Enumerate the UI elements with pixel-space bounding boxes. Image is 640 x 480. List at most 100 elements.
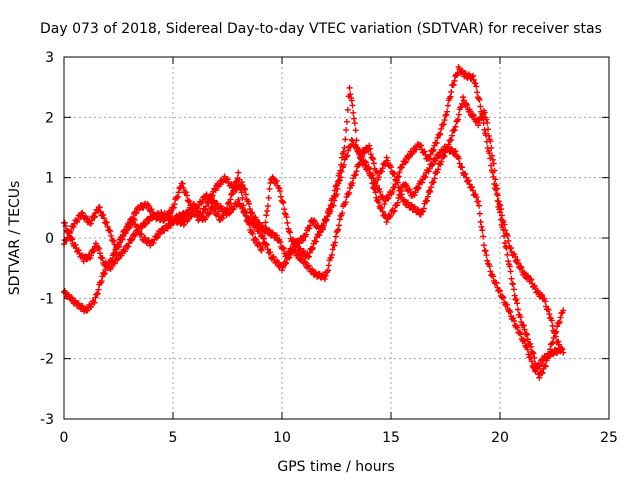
data-point-marker xyxy=(406,186,413,193)
data-point-marker xyxy=(281,210,288,217)
data-point-marker xyxy=(154,233,161,240)
y-tick-label: 0 xyxy=(45,231,54,247)
data-point-marker xyxy=(473,83,480,90)
data-point-marker xyxy=(427,151,434,158)
data-point-marker xyxy=(227,196,234,203)
data-point-marker xyxy=(72,241,79,248)
y-tick-label: 3 xyxy=(45,50,54,66)
data-point-marker xyxy=(558,345,565,352)
data-point-marker xyxy=(437,130,444,137)
data-point-marker xyxy=(520,337,527,344)
data-point-marker xyxy=(414,185,421,192)
data-point-marker xyxy=(408,201,415,208)
y-tick-label: 1 xyxy=(45,171,54,187)
data-point-marker xyxy=(481,109,488,116)
data-point-marker xyxy=(536,374,543,381)
data-point-marker xyxy=(436,132,443,139)
data-point-marker xyxy=(163,215,170,222)
data-point-marker xyxy=(349,102,356,109)
data-point-marker xyxy=(556,341,563,348)
data-point-marker xyxy=(153,235,160,242)
data-point-marker xyxy=(263,212,270,219)
data-point-marker xyxy=(101,271,108,278)
data-point-marker xyxy=(235,169,242,176)
data-point-marker xyxy=(548,340,555,347)
data-point-marker xyxy=(145,202,152,209)
data-point-marker xyxy=(285,251,292,258)
data-point-marker xyxy=(514,257,521,264)
data-point-marker xyxy=(376,185,383,192)
data-point-marker xyxy=(338,168,345,175)
data-point-marker xyxy=(226,210,233,217)
data-point-marker xyxy=(515,260,522,267)
data-point-marker xyxy=(501,221,508,228)
data-point-marker xyxy=(485,132,492,139)
data-point-marker xyxy=(142,235,149,242)
data-point-marker xyxy=(467,108,474,115)
data-point-marker xyxy=(366,142,373,149)
data-point-marker xyxy=(331,197,338,204)
data-point-marker xyxy=(438,125,445,132)
data-point-marker xyxy=(548,317,555,324)
data-point-marker xyxy=(384,195,391,202)
data-point-marker xyxy=(507,268,514,275)
data-point-marker xyxy=(511,253,518,260)
data-point-marker xyxy=(212,187,219,194)
data-point-marker xyxy=(487,138,494,145)
data-point-marker xyxy=(224,205,231,212)
data-point-marker xyxy=(332,239,339,246)
data-point-marker xyxy=(462,171,469,178)
data-point-marker xyxy=(537,361,544,368)
data-point-marker xyxy=(183,192,190,199)
data-point-marker xyxy=(332,233,339,240)
data-point-marker xyxy=(282,260,289,267)
data-point-marker xyxy=(329,246,336,253)
data-point-marker xyxy=(337,174,344,181)
data-point-marker xyxy=(276,185,283,192)
data-point-marker xyxy=(443,145,450,152)
data-point-marker xyxy=(520,269,527,276)
data-point-marker xyxy=(557,314,564,321)
data-point-marker xyxy=(79,302,86,309)
data-point-marker xyxy=(345,191,352,198)
data-point-marker xyxy=(122,248,129,255)
data-point-marker xyxy=(424,193,431,200)
data-point-marker xyxy=(286,229,293,236)
data-point-marker xyxy=(544,306,551,313)
data-point-marker xyxy=(265,227,272,234)
data-point-marker xyxy=(91,247,98,254)
data-point-marker xyxy=(498,206,505,213)
data-point-marker xyxy=(383,218,390,225)
data-point-marker xyxy=(337,167,344,174)
data-point-marker xyxy=(262,219,269,226)
data-point-marker xyxy=(328,251,335,258)
data-point-marker xyxy=(421,174,428,181)
data-point-marker xyxy=(346,189,353,196)
data-point-marker xyxy=(500,294,507,301)
data-point-marker xyxy=(542,298,549,305)
data-point-marker xyxy=(465,177,472,184)
data-point-marker xyxy=(132,210,139,217)
data-point-marker xyxy=(513,297,520,304)
data-point-marker xyxy=(527,340,534,347)
data-point-marker xyxy=(396,169,403,176)
data-point-marker xyxy=(347,91,354,98)
data-point-marker xyxy=(283,214,290,221)
data-point-marker xyxy=(476,120,483,127)
data-point-marker xyxy=(430,146,437,153)
data-point-marker xyxy=(510,281,517,288)
data-point-marker xyxy=(444,108,451,115)
data-point-marker xyxy=(99,254,106,261)
x-tick-label: 0 xyxy=(60,430,69,446)
data-point-marker xyxy=(280,245,287,252)
data-point-marker xyxy=(560,349,567,356)
data-point-marker xyxy=(323,217,330,224)
data-point-marker xyxy=(511,317,518,324)
data-point-marker xyxy=(382,161,389,168)
data-point-marker xyxy=(227,209,234,216)
data-point-marker xyxy=(180,184,187,191)
data-point-marker xyxy=(321,276,328,283)
data-point-marker xyxy=(75,247,82,254)
data-point-marker xyxy=(163,224,170,231)
